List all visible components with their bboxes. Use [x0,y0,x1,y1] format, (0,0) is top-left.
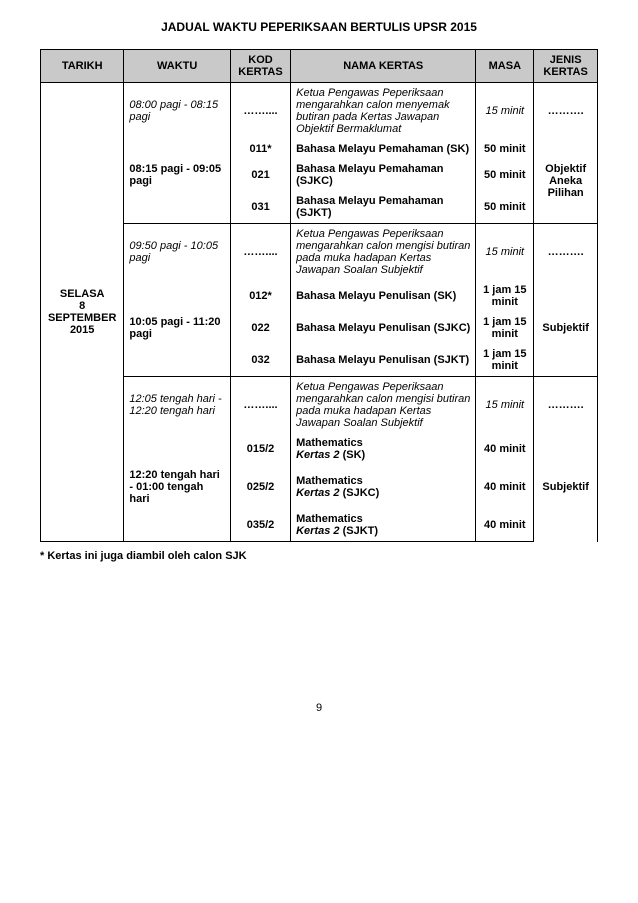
nama-text: Mathematics [296,437,363,449]
waktu-cell [124,191,231,224]
waktu-cell: 09:50 pagi - 10:05 pagi [124,224,231,281]
hdr-nama: NAMA KERTAS [291,50,476,83]
table-row: 032 Bahasa Melayu Penulisan (SJKT) 1 jam… [41,344,598,377]
hdr-kod: KOD KERTAS [230,50,290,83]
jenis-cell: Subjektif [534,280,598,377]
table-row: 035/2 MathematicsKertas 2 (SJKT) 40 mini… [41,509,598,542]
nama-text: Kertas 2 [296,449,339,461]
waktu-cell: 08:00 pagi - 08:15 pagi [124,83,231,140]
kod-cell: 035/2 [230,509,290,542]
nama-cell: Bahasa Melayu Penulisan (SJKT) [291,344,476,377]
nama-cell: MathematicsKertas 2 (SK) [291,433,476,465]
page-title: JADUAL WAKTU PEPERIKSAAN BERTULIS UPSR 2… [40,20,598,34]
waktu-cell: 12:20 tengah hari - 01:00 tengah hari [124,465,231,509]
nama-text: Kertas 2 [296,487,339,499]
nama-text: (SJKC) [340,487,380,499]
table-row: 09:50 pagi - 10:05 pagi …….... Ketua Pen… [41,224,598,281]
masa-cell: 1 jam 15 minit [476,280,534,312]
nama-cell: Bahasa Melayu Pemahaman (SJKC) [291,159,476,191]
hdr-waktu: WAKTU [124,50,231,83]
waktu-cell [124,509,231,542]
masa-cell: 40 minit [476,465,534,509]
hdr-tarikh: TARIKH [41,50,124,83]
nama-cell: Bahasa Melayu Penulisan (SK) [291,280,476,312]
nama-text: Kertas 2 [296,525,339,537]
kod-cell: 032 [230,344,290,377]
kod-cell: 015/2 [230,433,290,465]
jenis-cell: ………. [534,83,598,140]
jenis-cell: Subjektif [534,433,598,542]
nama-text: (SJKT) [340,525,379,537]
masa-cell: 15 minit [476,83,534,140]
nama-cell: MathematicsKertas 2 (SJKC) [291,465,476,509]
nama-cell: Ketua Pengawas Peperiksaan mengarahkan c… [291,377,476,434]
kod-cell: 011* [230,139,290,159]
hdr-masa: MASA [476,50,534,83]
nama-text: Mathematics [296,513,363,525]
nama-cell: Ketua Pengawas Peperiksaan mengarahkan c… [291,224,476,281]
nama-text: (SK) [340,449,366,461]
hdr-jenis: JENIS KERTAS [534,50,598,83]
jenis-cell: ………. [534,224,598,281]
masa-cell: 40 minit [476,509,534,542]
masa-cell: 50 minit [476,159,534,191]
nama-cell: Bahasa Melayu Penulisan (SJKC) [291,312,476,344]
waktu-cell [124,433,231,465]
table-row: 015/2 MathematicsKertas 2 (SK) 40 minit … [41,433,598,465]
nama-cell: MathematicsKertas 2 (SJKT) [291,509,476,542]
table-row: 012* Bahasa Melayu Penulisan (SK) 1 jam … [41,280,598,312]
kod-cell: 021 [230,159,290,191]
masa-cell: 40 minit [476,433,534,465]
nama-text: Mathematics [296,475,363,487]
waktu-cell [124,344,231,377]
waktu-cell: 08:15 pagi - 09:05 pagi [124,159,231,191]
table-row: 12:20 tengah hari - 01:00 tengah hari 02… [41,465,598,509]
table-row: 011* Bahasa Melayu Pemahaman (SK) 50 min… [41,139,598,159]
kod-cell: 012* [230,280,290,312]
masa-cell: 1 jam 15 minit [476,312,534,344]
waktu-cell: 10:05 pagi - 11:20 pagi [124,312,231,344]
masa-cell: 50 minit [476,139,534,159]
table-row: 12:05 tengah hari - 12:20 tengah hari ……… [41,377,598,434]
waktu-cell [124,139,231,159]
nama-cell: Ketua Pengawas Peperiksaan mengarahkan c… [291,83,476,140]
kod-cell: 022 [230,312,290,344]
kod-cell: …….... [230,224,290,281]
jenis-cell: ………. [534,377,598,434]
kod-cell: 031 [230,191,290,224]
tarikh-cell: SELASA 8 SEPTEMBER 2015 [41,83,124,542]
masa-cell: 1 jam 15 minit [476,344,534,377]
masa-cell: 15 minit [476,224,534,281]
jenis-cell: Objektif Aneka Pilihan [534,139,598,224]
kod-cell: …….... [230,377,290,434]
page-number: 9 [40,702,598,714]
nama-cell: Bahasa Melayu Pemahaman (SJKT) [291,191,476,224]
kod-cell: 025/2 [230,465,290,509]
table-row: 031 Bahasa Melayu Pemahaman (SJKT) 50 mi… [41,191,598,224]
table-row: SELASA 8 SEPTEMBER 2015 08:00 pagi - 08:… [41,83,598,140]
kod-cell: …….... [230,83,290,140]
footnote: * Kertas ini juga diambil oleh calon SJK [40,550,598,562]
waktu-cell: 12:05 tengah hari - 12:20 tengah hari [124,377,231,434]
header-row: TARIKH WAKTU KOD KERTAS NAMA KERTAS MASA… [41,50,598,83]
masa-cell: 15 minit [476,377,534,434]
nama-cell: Bahasa Melayu Pemahaman (SK) [291,139,476,159]
table-row: 08:15 pagi - 09:05 pagi 021 Bahasa Melay… [41,159,598,191]
waktu-cell [124,280,231,312]
schedule-table: TARIKH WAKTU KOD KERTAS NAMA KERTAS MASA… [40,49,598,542]
masa-cell: 50 minit [476,191,534,224]
table-row: 10:05 pagi - 11:20 pagi 022 Bahasa Melay… [41,312,598,344]
